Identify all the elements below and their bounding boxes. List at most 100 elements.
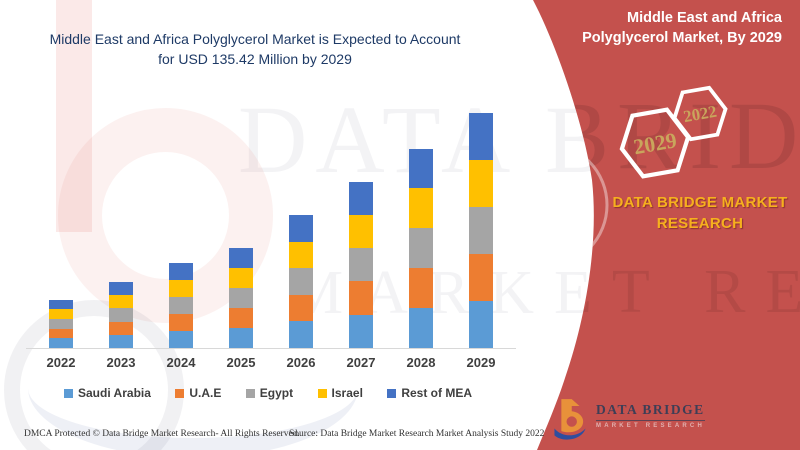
legend-swatch-saudi-arabia — [64, 388, 73, 398]
bar-segment-2023-saudi-arabia — [109, 334, 133, 348]
legend-item-israel: Israel — [317, 386, 363, 400]
chart-legend: Saudi Arabia U.A.E Egypt Israel Rest of MEA — [64, 386, 472, 400]
bar-segment-2026-saudi-arabia — [289, 321, 313, 348]
legend-label-u-a-e: U.A.E — [189, 386, 222, 400]
logo-subtitle: MARKET RESEARCH — [596, 423, 706, 429]
legend-label-rest-of-mea: Rest of MEA — [401, 386, 472, 400]
databridge-logo: DATA BRIDGE MARKET RESEARCH — [551, 396, 706, 442]
bar-segment-2024-israel — [169, 280, 193, 297]
bar-segment-2029-egypt — [469, 207, 493, 254]
bar-segment-2027-rest-of-mea — [349, 181, 373, 215]
bar-segment-2026-israel — [289, 241, 313, 269]
logo-b-shape — [561, 399, 584, 433]
bar-slot-2024 — [151, 112, 211, 348]
stacked-bar-2022 — [49, 299, 73, 348]
bar-segment-2028-rest-of-mea — [409, 148, 433, 189]
bar-segment-2026-rest-of-mea — [289, 215, 313, 242]
logo-name: DATA BRIDGE — [596, 402, 706, 421]
side-panel-title: Middle East and Africa Polyglycerol Mark… — [492, 8, 782, 48]
bar-segment-2028-saudi-arabia — [409, 308, 433, 348]
bar-segment-2022-u-a-e — [49, 328, 73, 339]
legend-item-rest-of-mea: Rest of MEA — [387, 386, 472, 400]
legend-swatch-israel — [317, 388, 327, 398]
x-axis-label-2026: 2026 — [286, 355, 316, 370]
x-axis-label-2022: 2022 — [46, 355, 76, 370]
bar-segment-2022-saudi-arabia — [49, 338, 73, 348]
bar-segment-2026-u-a-e — [289, 294, 313, 322]
legend-swatch-rest-of-mea — [387, 388, 397, 398]
x-axis-label-2027: 2027 — [346, 355, 376, 370]
hexagon-2029: 2029 — [615, 104, 695, 181]
chart-title-line1: Middle East and Africa Polyglycerol Mark… — [49, 31, 461, 47]
stacked-bar-2023 — [109, 282, 133, 348]
hexagon-2022-label: 2022 — [682, 102, 718, 127]
brand-line2: RESEARCH — [656, 215, 744, 232]
footer-dmca-text: DMCA Protected © Data Bridge Market Rese… — [24, 429, 300, 439]
bar-segment-2025-egypt — [229, 288, 253, 308]
stacked-bar-2027 — [349, 181, 373, 348]
chart-title-line2: for USD 135.42 Million by 2029 — [158, 50, 352, 67]
bar-segment-2024-u-a-e — [169, 314, 193, 331]
logo-blue-swoosh — [554, 428, 586, 440]
bar-segment-2029-rest-of-mea — [469, 113, 493, 160]
bar-segment-2029-saudi-arabia — [469, 301, 493, 348]
bar-segment-2028-israel — [409, 188, 433, 229]
bar-segment-2028-egypt — [409, 228, 433, 269]
bar-segment-2024-saudi-arabia — [169, 331, 193, 348]
bar-slot-2028 — [391, 112, 451, 348]
legend-label-israel: Israel — [331, 386, 363, 400]
bar-segment-2027-u-a-e — [349, 281, 373, 315]
bar-slot-2025 — [211, 112, 271, 348]
bar-segment-2029-u-a-e — [469, 254, 493, 301]
bar-segment-2023-u-a-e — [109, 321, 133, 335]
bar-segment-2022-israel — [49, 309, 73, 319]
bar-segment-2023-israel — [109, 295, 133, 309]
x-axis-label-2023: 2023 — [106, 355, 136, 370]
stacked-bar-2024 — [169, 263, 193, 348]
bar-segment-2024-rest-of-mea — [169, 263, 193, 280]
legend-item-saudi-arabia: Saudi Arabia — [64, 386, 151, 400]
bar-segment-2027-israel — [349, 214, 373, 249]
bar-segment-2025-rest-of-mea — [229, 248, 253, 268]
legend-label-egypt: Egypt — [259, 386, 294, 400]
x-axis-line — [26, 348, 516, 349]
stacked-bar-2026 — [289, 215, 313, 348]
legend-item-u-a-e: U.A.E — [175, 386, 221, 400]
hexagon-2022: 2022 — [669, 84, 731, 144]
stacked-bar-chart — [31, 112, 511, 348]
bar-segment-2023-egypt — [109, 308, 133, 322]
bar-segment-2025-u-a-e — [229, 308, 253, 328]
stacked-bar-2028 — [409, 148, 433, 348]
side-panel-title-line2: Polyglycerol Market, By 2029 — [582, 30, 782, 46]
bar-segment-2022-egypt — [49, 318, 73, 329]
bar-slot-2022 — [31, 112, 91, 348]
bar-segment-2027-egypt — [349, 248, 373, 282]
bar-segment-2028-u-a-e — [409, 268, 433, 309]
databridge-logo-icon — [554, 399, 586, 440]
hexagon-2029-outline — [619, 107, 691, 179]
x-axis-label-2029: 2029 — [466, 355, 496, 370]
footer-source-text: Source: Data Bridge Market Research Mark… — [289, 429, 545, 439]
bar-segment-2025-saudi-arabia — [229, 328, 253, 348]
bar-segment-2025-israel — [229, 268, 253, 288]
legend-item-egypt: Egypt — [245, 386, 294, 400]
bar-slot-2023 — [91, 112, 151, 348]
bar-slot-2026 — [271, 112, 331, 348]
x-axis-label-2024: 2024 — [166, 355, 196, 370]
x-axis-label-2025: 2025 — [226, 355, 256, 370]
bar-slot-2027 — [331, 112, 391, 348]
stacked-bar-2025 — [229, 248, 253, 348]
x-axis-labels: 2022 2023 2024 2025 2026 2027 2028 2029 — [31, 355, 511, 370]
hexagon-2029-label: 2029 — [632, 128, 679, 159]
chart-title: Middle East and Africa Polyglycerol Mark… — [20, 30, 490, 69]
stacked-bar-2029 — [469, 113, 493, 348]
bar-segment-2024-egypt — [169, 297, 193, 314]
bar-segment-2029-israel — [469, 160, 493, 207]
side-panel-title-line1: Middle East and Africa — [627, 10, 782, 26]
bar-segment-2026-egypt — [289, 268, 313, 295]
bar-slot-2029 — [451, 112, 511, 348]
logo-text-block: DATA BRIDGE MARKET RESEARCH — [596, 396, 706, 429]
bar-segment-2023-rest-of-mea — [109, 282, 133, 296]
legend-swatch-u-a-e — [175, 388, 185, 398]
